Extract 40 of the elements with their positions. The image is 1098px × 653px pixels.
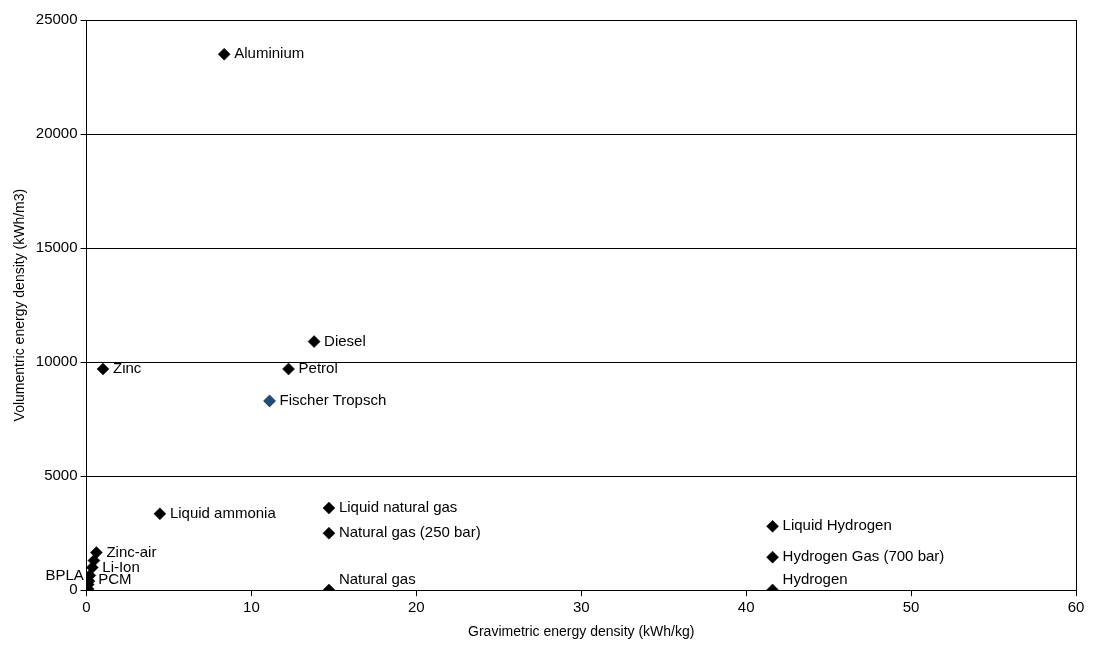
x-tick-label: 40 (737, 598, 755, 616)
y-tick-label: 25000 (35, 10, 78, 28)
annotation: BPLA (45, 565, 84, 583)
y-axis-title: Volumentric energy density (kWh/m3) (11, 188, 28, 422)
annotation: Diesel (324, 331, 366, 349)
point (263, 394, 276, 408)
x-tick-label: 30 (572, 598, 590, 616)
annotation: Natural gas (338, 570, 416, 588)
point (322, 526, 336, 540)
annotation: Liquid natural gas (338, 498, 458, 516)
x-tick-label: 60 (1067, 598, 1085, 616)
point (322, 501, 336, 515)
point (153, 507, 167, 521)
annotation: Fischer Tropsch (279, 391, 387, 409)
annotation: Liquid Hydrogen (782, 516, 892, 534)
annotation: Natural gas (250 bar) (338, 523, 481, 541)
x-tick-label: 10 (243, 598, 260, 616)
annotation: Hydrogen (782, 570, 848, 588)
point (766, 520, 779, 533)
point (282, 362, 295, 376)
annotation: Liquid ammonia (169, 503, 277, 521)
annotation: Li-Ion (102, 557, 140, 575)
annotation: Zinc-air (106, 542, 157, 560)
x-tick-label: 0 (82, 598, 91, 616)
y-tick-label: 10000 (35, 352, 78, 370)
y-tick-label: 20000 (35, 124, 78, 142)
point (766, 550, 779, 564)
x-axis-title: Gravimetric energy density (kWh/kg) (468, 623, 695, 640)
point (217, 47, 231, 61)
x-tick-label: 50 (902, 598, 920, 616)
annotation: Zinc (113, 359, 142, 377)
y-tick-label: 0 (69, 580, 78, 598)
annotation: Hydrogen Gas (700 bar) (782, 547, 945, 565)
y-tick-label: 5000 (44, 466, 78, 484)
x-tick-label: 20 (408, 598, 425, 616)
annotation: Aluminium (234, 44, 305, 62)
annotation: Petrol (298, 359, 338, 377)
point (307, 335, 321, 348)
y-tick-label: 15000 (35, 238, 78, 256)
point (96, 362, 110, 376)
